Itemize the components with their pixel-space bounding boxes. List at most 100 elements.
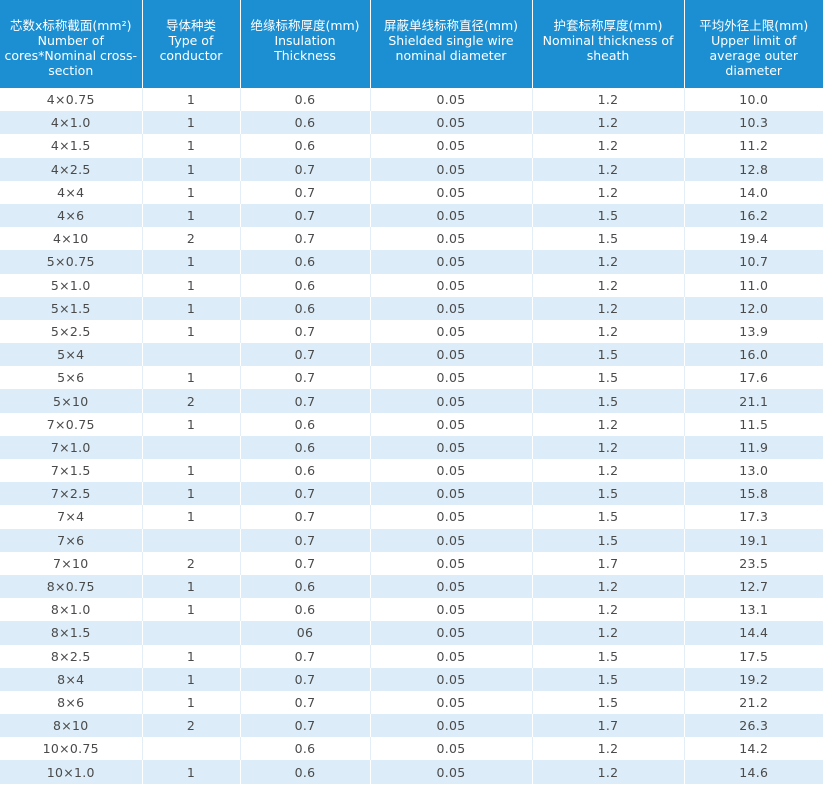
- cell-conductor-type: [142, 528, 241, 552]
- header-en-label: Insulation Thickness: [274, 33, 336, 63]
- cell-cores-cross-section: 5×1.5: [0, 296, 143, 320]
- cell-insulation-thickness: 0.6: [240, 412, 371, 436]
- cell-sheath-thickness: 1.2: [532, 412, 685, 436]
- cell-conductor-type: 1: [142, 88, 241, 112]
- cell-shield-wire-diameter: 0.05: [370, 690, 533, 715]
- cell-shield-wire-diameter: 0.05: [370, 574, 533, 599]
- cell-conductor-type: 1: [142, 366, 241, 390]
- cell-cores-cross-section: 5×6: [0, 366, 143, 390]
- table-row: 4×1.0 1 0.6 0.05 1.2 10.3: [0, 111, 823, 135]
- cell-cores-cross-section: 7×4: [0, 505, 143, 529]
- table-row: 7×1.0 0.6 0.05 1.2 11.9: [0, 435, 823, 459]
- header-en-label: Type of conductor: [159, 33, 223, 63]
- cell-cores-cross-section: 4×1.0: [0, 111, 143, 135]
- cell-conductor-type: [142, 343, 241, 367]
- table-row: 10×0.75 0.6 0.05 1.2 14.2: [0, 737, 823, 761]
- cell-outer-diameter-limit: 16.0: [684, 343, 823, 367]
- cell-conductor-type: 1: [142, 482, 241, 506]
- header-sheath-thickness: 护套标称厚度(mm) Nominal thickness of sheath: [532, 0, 685, 88]
- cell-sheath-thickness: 1.2: [532, 737, 685, 761]
- header-en-label: Nominal thickness of sheath: [542, 33, 674, 63]
- cell-conductor-type: 1: [142, 598, 241, 622]
- cell-outer-diameter-limit: 12.7: [684, 574, 823, 599]
- cell-conductor-type: 1: [142, 319, 241, 344]
- cell-insulation-thickness: 0.7: [240, 366, 371, 390]
- cell-shield-wire-diameter: 0.05: [370, 551, 533, 575]
- cell-cores-cross-section: 8×1.0: [0, 598, 143, 622]
- table-row: 5×6 1 0.7 0.05 1.5 17.6: [0, 366, 823, 390]
- cell-sheath-thickness: 1.5: [532, 644, 685, 668]
- cell-conductor-type: 1: [142, 644, 241, 668]
- cell-cores-cross-section: 7×2.5: [0, 482, 143, 506]
- cell-outer-diameter-limit: 11.0: [684, 273, 823, 297]
- cell-conductor-type: 1: [142, 505, 241, 529]
- cell-outer-diameter-limit: 14.0: [684, 180, 823, 204]
- cell-cores-cross-section: 8×1.5: [0, 621, 143, 645]
- table-row: 4×6 1 0.7 0.05 1.5 16.2: [0, 203, 823, 228]
- cell-insulation-thickness: 0.7: [240, 203, 371, 228]
- cell-insulation-thickness: 0.7: [240, 482, 371, 506]
- cell-insulation-thickness: 0.7: [240, 551, 371, 575]
- cell-outer-diameter-limit: 17.6: [684, 366, 823, 390]
- table-row: 5×2.5 1 0.7 0.05 1.2 13.9: [0, 319, 823, 344]
- cell-sheath-thickness: 1.2: [532, 180, 685, 204]
- table-header: 芯数x标称截面(mm²) Number of cores*Nominal cros…: [0, 0, 823, 88]
- cell-sheath-thickness: 1.2: [532, 296, 685, 320]
- table-row: 4×2.5 1 0.7 0.05 1.2 12.8: [0, 157, 823, 181]
- cell-cores-cross-section: 5×0.75: [0, 250, 143, 274]
- cell-sheath-thickness: 1.5: [532, 482, 685, 506]
- cell-cores-cross-section: 7×10: [0, 551, 143, 575]
- cell-conductor-type: 1: [142, 180, 241, 204]
- cell-shield-wire-diameter: 0.05: [370, 505, 533, 529]
- table-row: 7×1.5 1 0.6 0.05 1.2 13.0: [0, 459, 823, 483]
- cell-shield-wire-diameter: 0.05: [370, 227, 533, 251]
- table-row: 7×4 1 0.7 0.05 1.5 17.3: [0, 505, 823, 529]
- table-row: 8×0.75 1 0.6 0.05 1.2 12.7: [0, 574, 823, 599]
- cell-cores-cross-section: 5×10: [0, 389, 143, 413]
- cell-insulation-thickness: 06: [240, 621, 371, 645]
- cell-conductor-type: 1: [142, 203, 241, 228]
- cell-cores-cross-section: 7×1.5: [0, 459, 143, 483]
- cell-insulation-thickness: 0.7: [240, 667, 371, 691]
- header-cn-label: 芯数x标称截面(mm²): [9, 18, 132, 33]
- cell-shield-wire-diameter: 0.05: [370, 667, 533, 691]
- cell-insulation-thickness: 0.7: [240, 690, 371, 715]
- cell-shield-wire-diameter: 0.05: [370, 250, 533, 274]
- cell-conductor-type: 1: [142, 760, 241, 784]
- cell-cores-cross-section: 8×10: [0, 714, 143, 738]
- cell-sheath-thickness: 1.5: [532, 505, 685, 529]
- cell-sheath-thickness: 1.5: [532, 227, 685, 251]
- cell-outer-diameter-limit: 19.4: [684, 227, 823, 251]
- cell-sheath-thickness: 1.5: [532, 389, 685, 413]
- cell-sheath-thickness: 1.2: [532, 250, 685, 274]
- cell-insulation-thickness: 0.6: [240, 598, 371, 622]
- table-row: 4×4 1 0.7 0.05 1.2 14.0: [0, 180, 823, 204]
- cell-sheath-thickness: 1.5: [532, 667, 685, 691]
- cell-conductor-type: 1: [142, 250, 241, 274]
- cell-shield-wire-diameter: 0.05: [370, 134, 533, 158]
- cell-outer-diameter-limit: 19.2: [684, 667, 823, 691]
- cell-outer-diameter-limit: 14.2: [684, 737, 823, 761]
- table-row: 5×10 2 0.7 0.05 1.5 21.1: [0, 389, 823, 413]
- cell-shield-wire-diameter: 0.05: [370, 366, 533, 390]
- cell-insulation-thickness: 0.6: [240, 760, 371, 784]
- header-conductor-type: 导体种类 Type of conductor: [142, 0, 241, 88]
- cell-conductor-type: 1: [142, 111, 241, 135]
- cell-shield-wire-diameter: 0.05: [370, 714, 533, 738]
- table-row: 4×10 2 0.7 0.05 1.5 19.4: [0, 227, 823, 251]
- cell-sheath-thickness: 1.2: [532, 111, 685, 135]
- cell-sheath-thickness: 1.2: [532, 760, 685, 784]
- cell-insulation-thickness: 0.6: [240, 250, 371, 274]
- cell-insulation-thickness: 0.7: [240, 343, 371, 367]
- cell-outer-diameter-limit: 14.4: [684, 621, 823, 645]
- cell-insulation-thickness: 0.7: [240, 227, 371, 251]
- cell-cores-cross-section: 4×6: [0, 203, 143, 228]
- cell-insulation-thickness: 0.7: [240, 528, 371, 552]
- cell-shield-wire-diameter: 0.05: [370, 621, 533, 645]
- cell-outer-diameter-limit: 13.1: [684, 598, 823, 622]
- table-row: 8×10 2 0.7 0.05 1.7 26.3: [0, 714, 823, 738]
- table-body: 4×0.75 1 0.6 0.05 1.2 10.0 4×1.0 1 0.6 0.05 1.2 10.…: [0, 88, 823, 784]
- cell-sheath-thickness: 1.2: [532, 598, 685, 622]
- cell-outer-diameter-limit: 21.1: [684, 389, 823, 413]
